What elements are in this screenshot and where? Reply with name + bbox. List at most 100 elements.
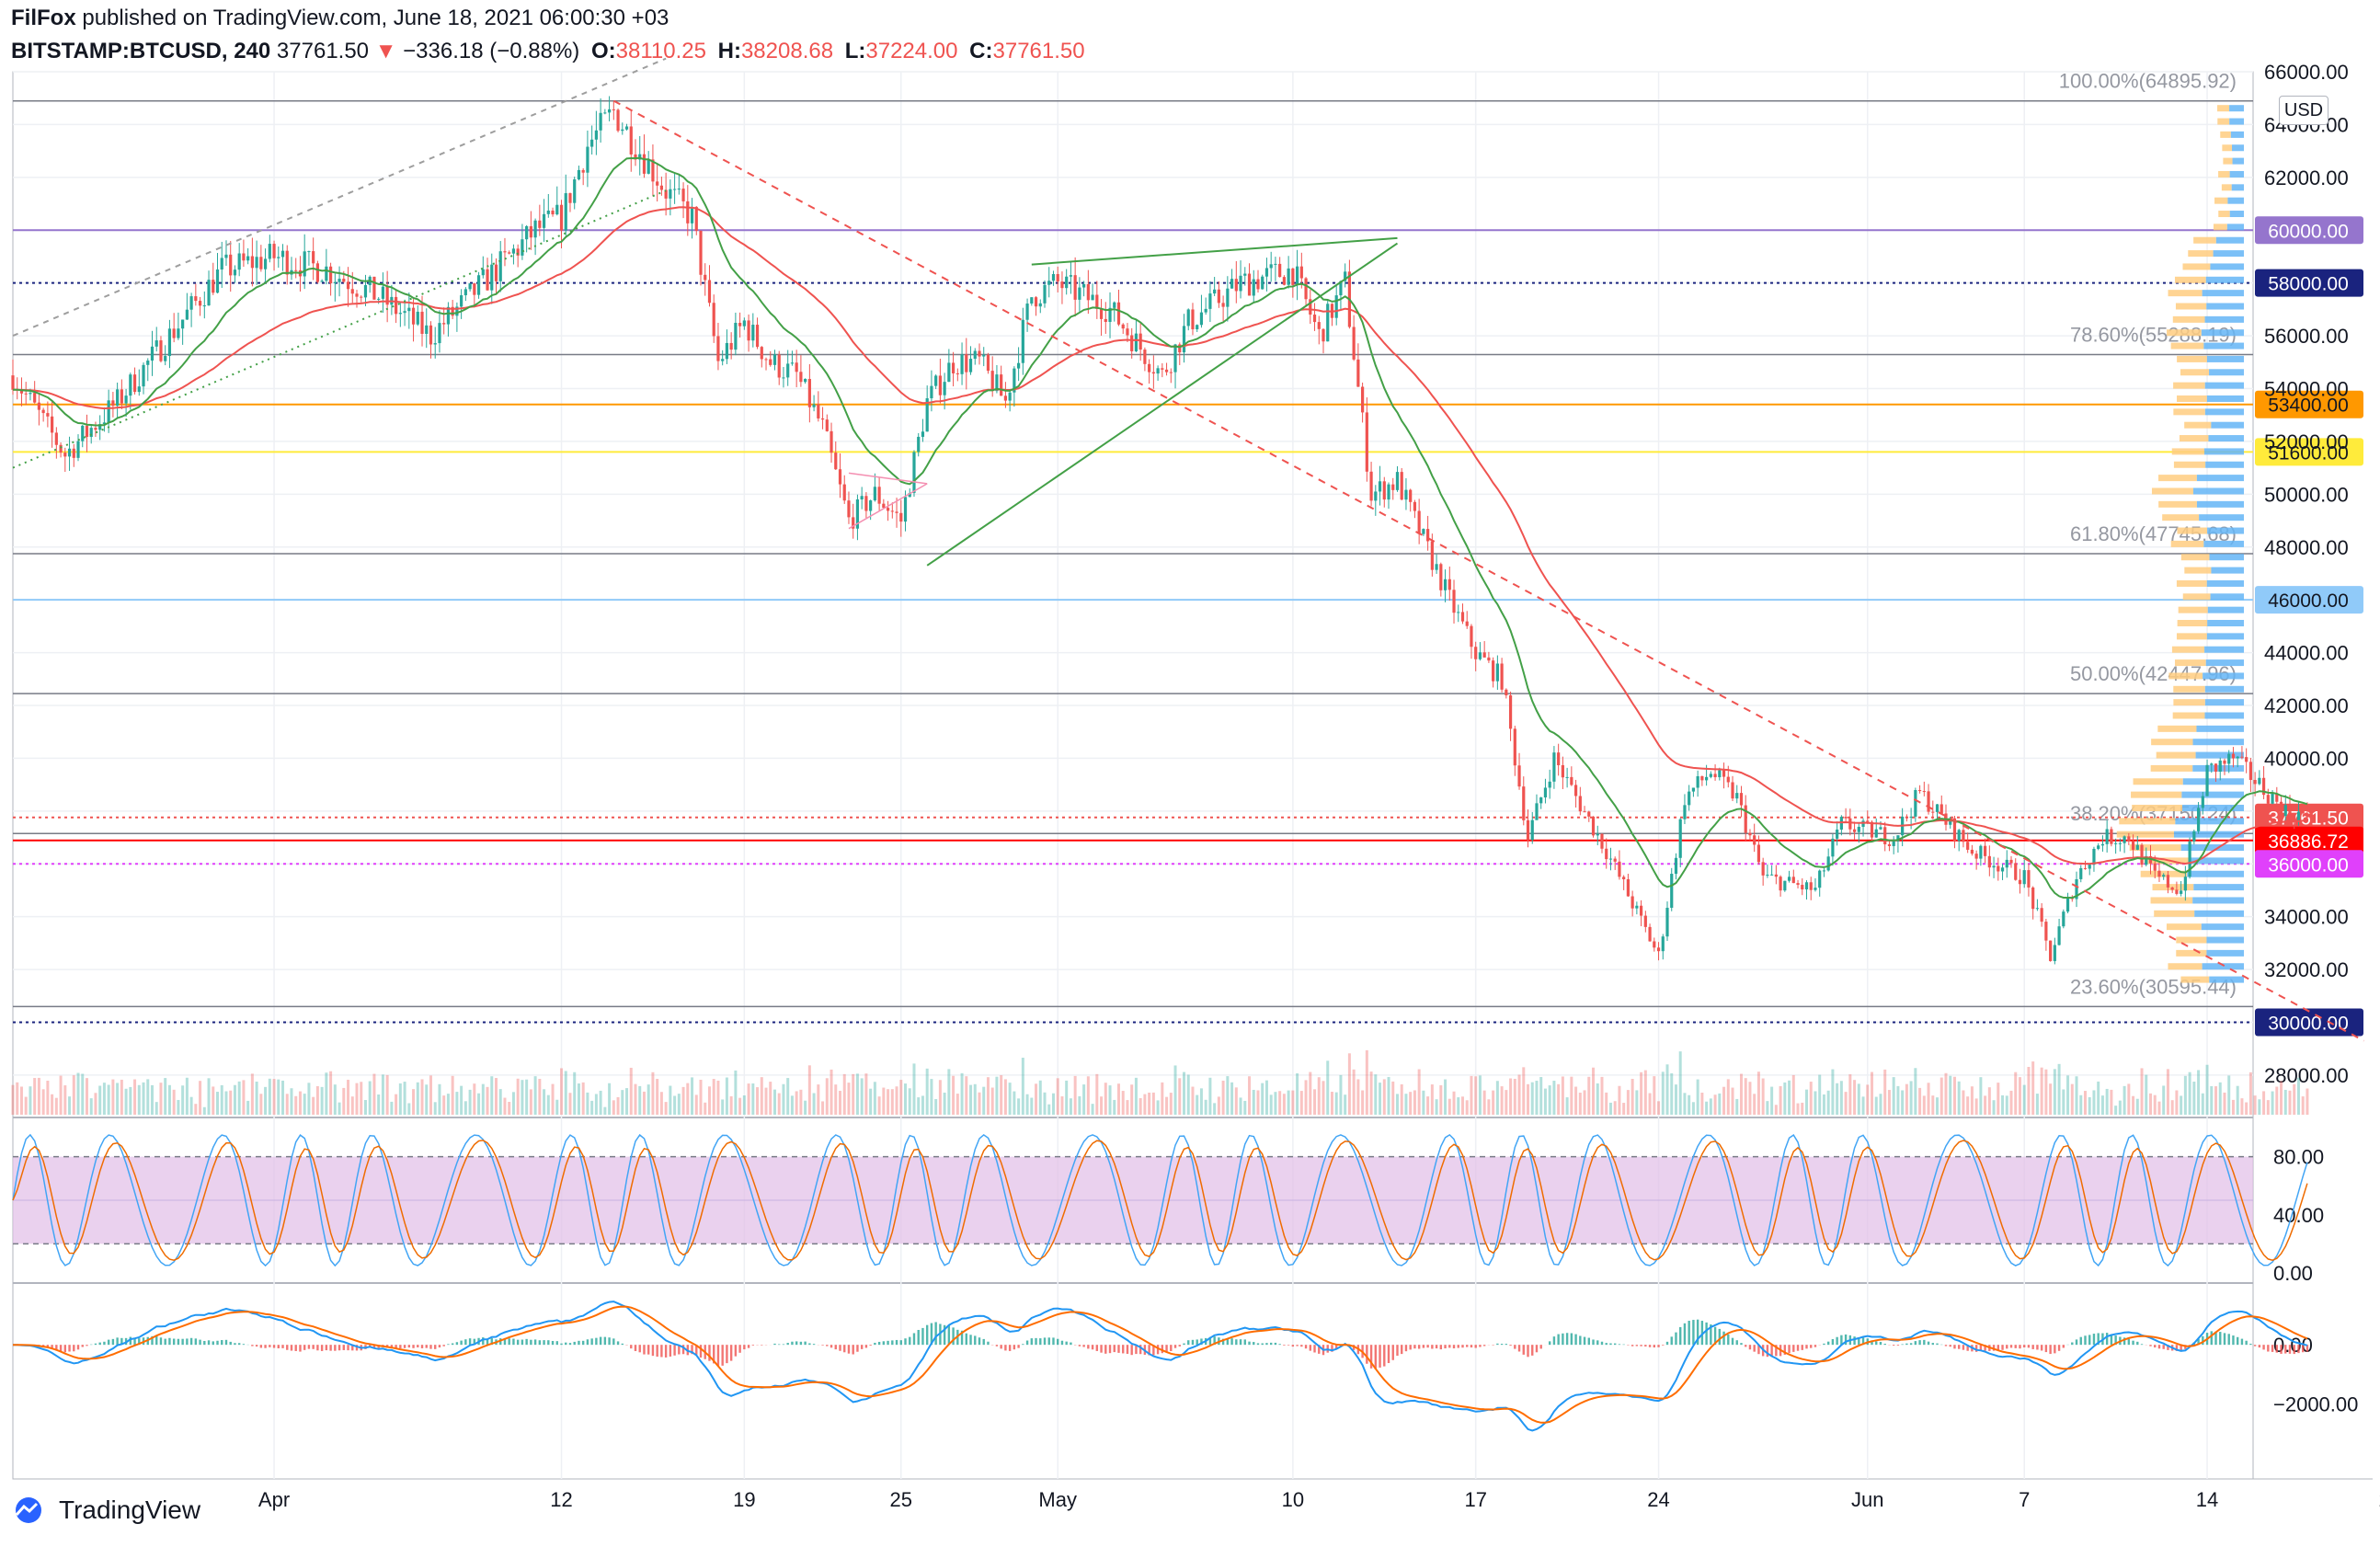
- macd-histogram-bar: [1997, 1345, 2000, 1351]
- volume-bar: [2280, 1081, 2283, 1115]
- volume-bar: [873, 1082, 876, 1115]
- volume-bar: [978, 1092, 981, 1115]
- macd-histogram-bar: [678, 1345, 681, 1355]
- macd-histogram-bar: [312, 1345, 315, 1349]
- macd-histogram-bar: [1008, 1345, 1012, 1351]
- price-tag-label: 53400.00: [2268, 395, 2349, 417]
- candle-body: [1395, 472, 1400, 490]
- volume-bar: [1509, 1078, 1513, 1115]
- candle-body: [154, 340, 158, 347]
- candle-body: [385, 286, 389, 305]
- volume-bar: [185, 1077, 189, 1115]
- candle-body: [2018, 879, 2022, 885]
- volume-profile-bar: [2213, 250, 2244, 258]
- macd-histogram-bar: [1070, 1342, 1072, 1346]
- candle-body: [1931, 811, 1935, 813]
- macd-histogram-bar: [1287, 1345, 1290, 1346]
- macd-histogram-bar: [1783, 1345, 1787, 1355]
- volume-profile-bar: [2229, 105, 2244, 112]
- macd-histogram-bar: [1579, 1335, 1582, 1346]
- candle-body: [1896, 835, 1900, 842]
- volume-bar: [2149, 1093, 2153, 1115]
- candle-body: [2105, 829, 2109, 844]
- candle-body: [542, 213, 546, 228]
- candle-body: [1457, 612, 1460, 613]
- volume-bar: [1161, 1082, 1164, 1115]
- macd-histogram-bar: [1840, 1335, 1843, 1346]
- candle-body: [634, 154, 637, 160]
- volume-profile-bar: [2204, 646, 2244, 653]
- volume-bar: [2288, 1090, 2292, 1115]
- volume-bar: [2027, 1067, 2031, 1115]
- candle-body: [1060, 281, 1064, 289]
- macd-histogram-bar: [1748, 1345, 1752, 1350]
- macd-histogram-bar: [1261, 1343, 1264, 1346]
- volume-bar: [372, 1073, 376, 1115]
- volume-bar: [2009, 1090, 2013, 1115]
- candle-body: [990, 371, 994, 392]
- volume-bar: [1326, 1060, 1330, 1115]
- candle-body: [707, 280, 712, 304]
- volume-bar: [629, 1067, 633, 1115]
- candle-body: [1470, 625, 1473, 647]
- macd-histogram-bar: [63, 1345, 67, 1353]
- candle-body: [132, 374, 137, 393]
- volume-bar: [503, 1097, 507, 1115]
- macd-histogram-bar: [1221, 1338, 1225, 1346]
- open-value: 38110.25: [615, 39, 706, 63]
- candle-body: [94, 428, 97, 430]
- macd-histogram-bar: [1379, 1345, 1381, 1368]
- macd-histogram-bar: [925, 1324, 929, 1346]
- candle-body: [1404, 489, 1408, 500]
- volume-profile-bar: [2171, 448, 2204, 455]
- macd-histogram-bar: [856, 1345, 859, 1352]
- candle-body: [1278, 263, 1282, 278]
- macd-histogram-bar: [939, 1324, 942, 1346]
- candle-body: [2000, 867, 2005, 872]
- volume-bar: [250, 1073, 254, 1115]
- macd-histogram-bar: [643, 1345, 646, 1355]
- volume-bar: [63, 1085, 67, 1115]
- candle-body: [1452, 590, 1456, 613]
- volume-bar: [590, 1100, 594, 1115]
- volume-bar: [1126, 1100, 1129, 1115]
- volume-bar: [694, 1094, 698, 1115]
- candle-body: [1043, 284, 1047, 304]
- candle-body: [24, 393, 28, 395]
- candle-body: [1047, 281, 1051, 285]
- candle-body: [280, 250, 285, 258]
- volume-bar: [429, 1075, 432, 1115]
- volume-bar: [1413, 1090, 1416, 1115]
- candle-body: [2097, 845, 2100, 849]
- candle-body: [1173, 344, 1177, 372]
- macd-histogram-bar: [1283, 1345, 1286, 1346]
- macd-histogram-bar: [1788, 1345, 1791, 1354]
- candle-body: [716, 336, 720, 361]
- macd-histogram-bar: [1796, 1345, 1800, 1351]
- volume-bar: [521, 1080, 524, 1115]
- volume-bar: [1017, 1098, 1021, 1115]
- macd-histogram-bar: [1300, 1345, 1303, 1347]
- candle-body: [555, 204, 559, 215]
- macd-histogram-bar: [259, 1345, 263, 1348]
- volume-bar: [154, 1102, 158, 1115]
- candle-body: [1552, 752, 1556, 782]
- candle-body: [2157, 870, 2161, 877]
- volume-bar: [543, 1089, 546, 1115]
- volume-bar: [1874, 1096, 1878, 1115]
- volume-profile-bar: [2176, 579, 2207, 587]
- volume-bar: [1274, 1092, 1277, 1115]
- candle-body: [1530, 819, 1534, 841]
- tradingview-logo[interactable]: TradingView: [7, 1495, 200, 1525]
- macd-histogram-bar: [251, 1345, 254, 1346]
- volume-bar: [1021, 1058, 1024, 1115]
- candle-body: [2192, 831, 2196, 842]
- macd-histogram-bar: [1844, 1334, 1848, 1346]
- candle-body: [325, 266, 328, 281]
- volume-bar: [1299, 1091, 1303, 1115]
- currency-badge[interactable]: USD: [2279, 96, 2329, 125]
- candle-body: [1866, 820, 1870, 822]
- down-arrow-icon: ▼: [374, 39, 397, 63]
- volume-bar: [259, 1094, 263, 1115]
